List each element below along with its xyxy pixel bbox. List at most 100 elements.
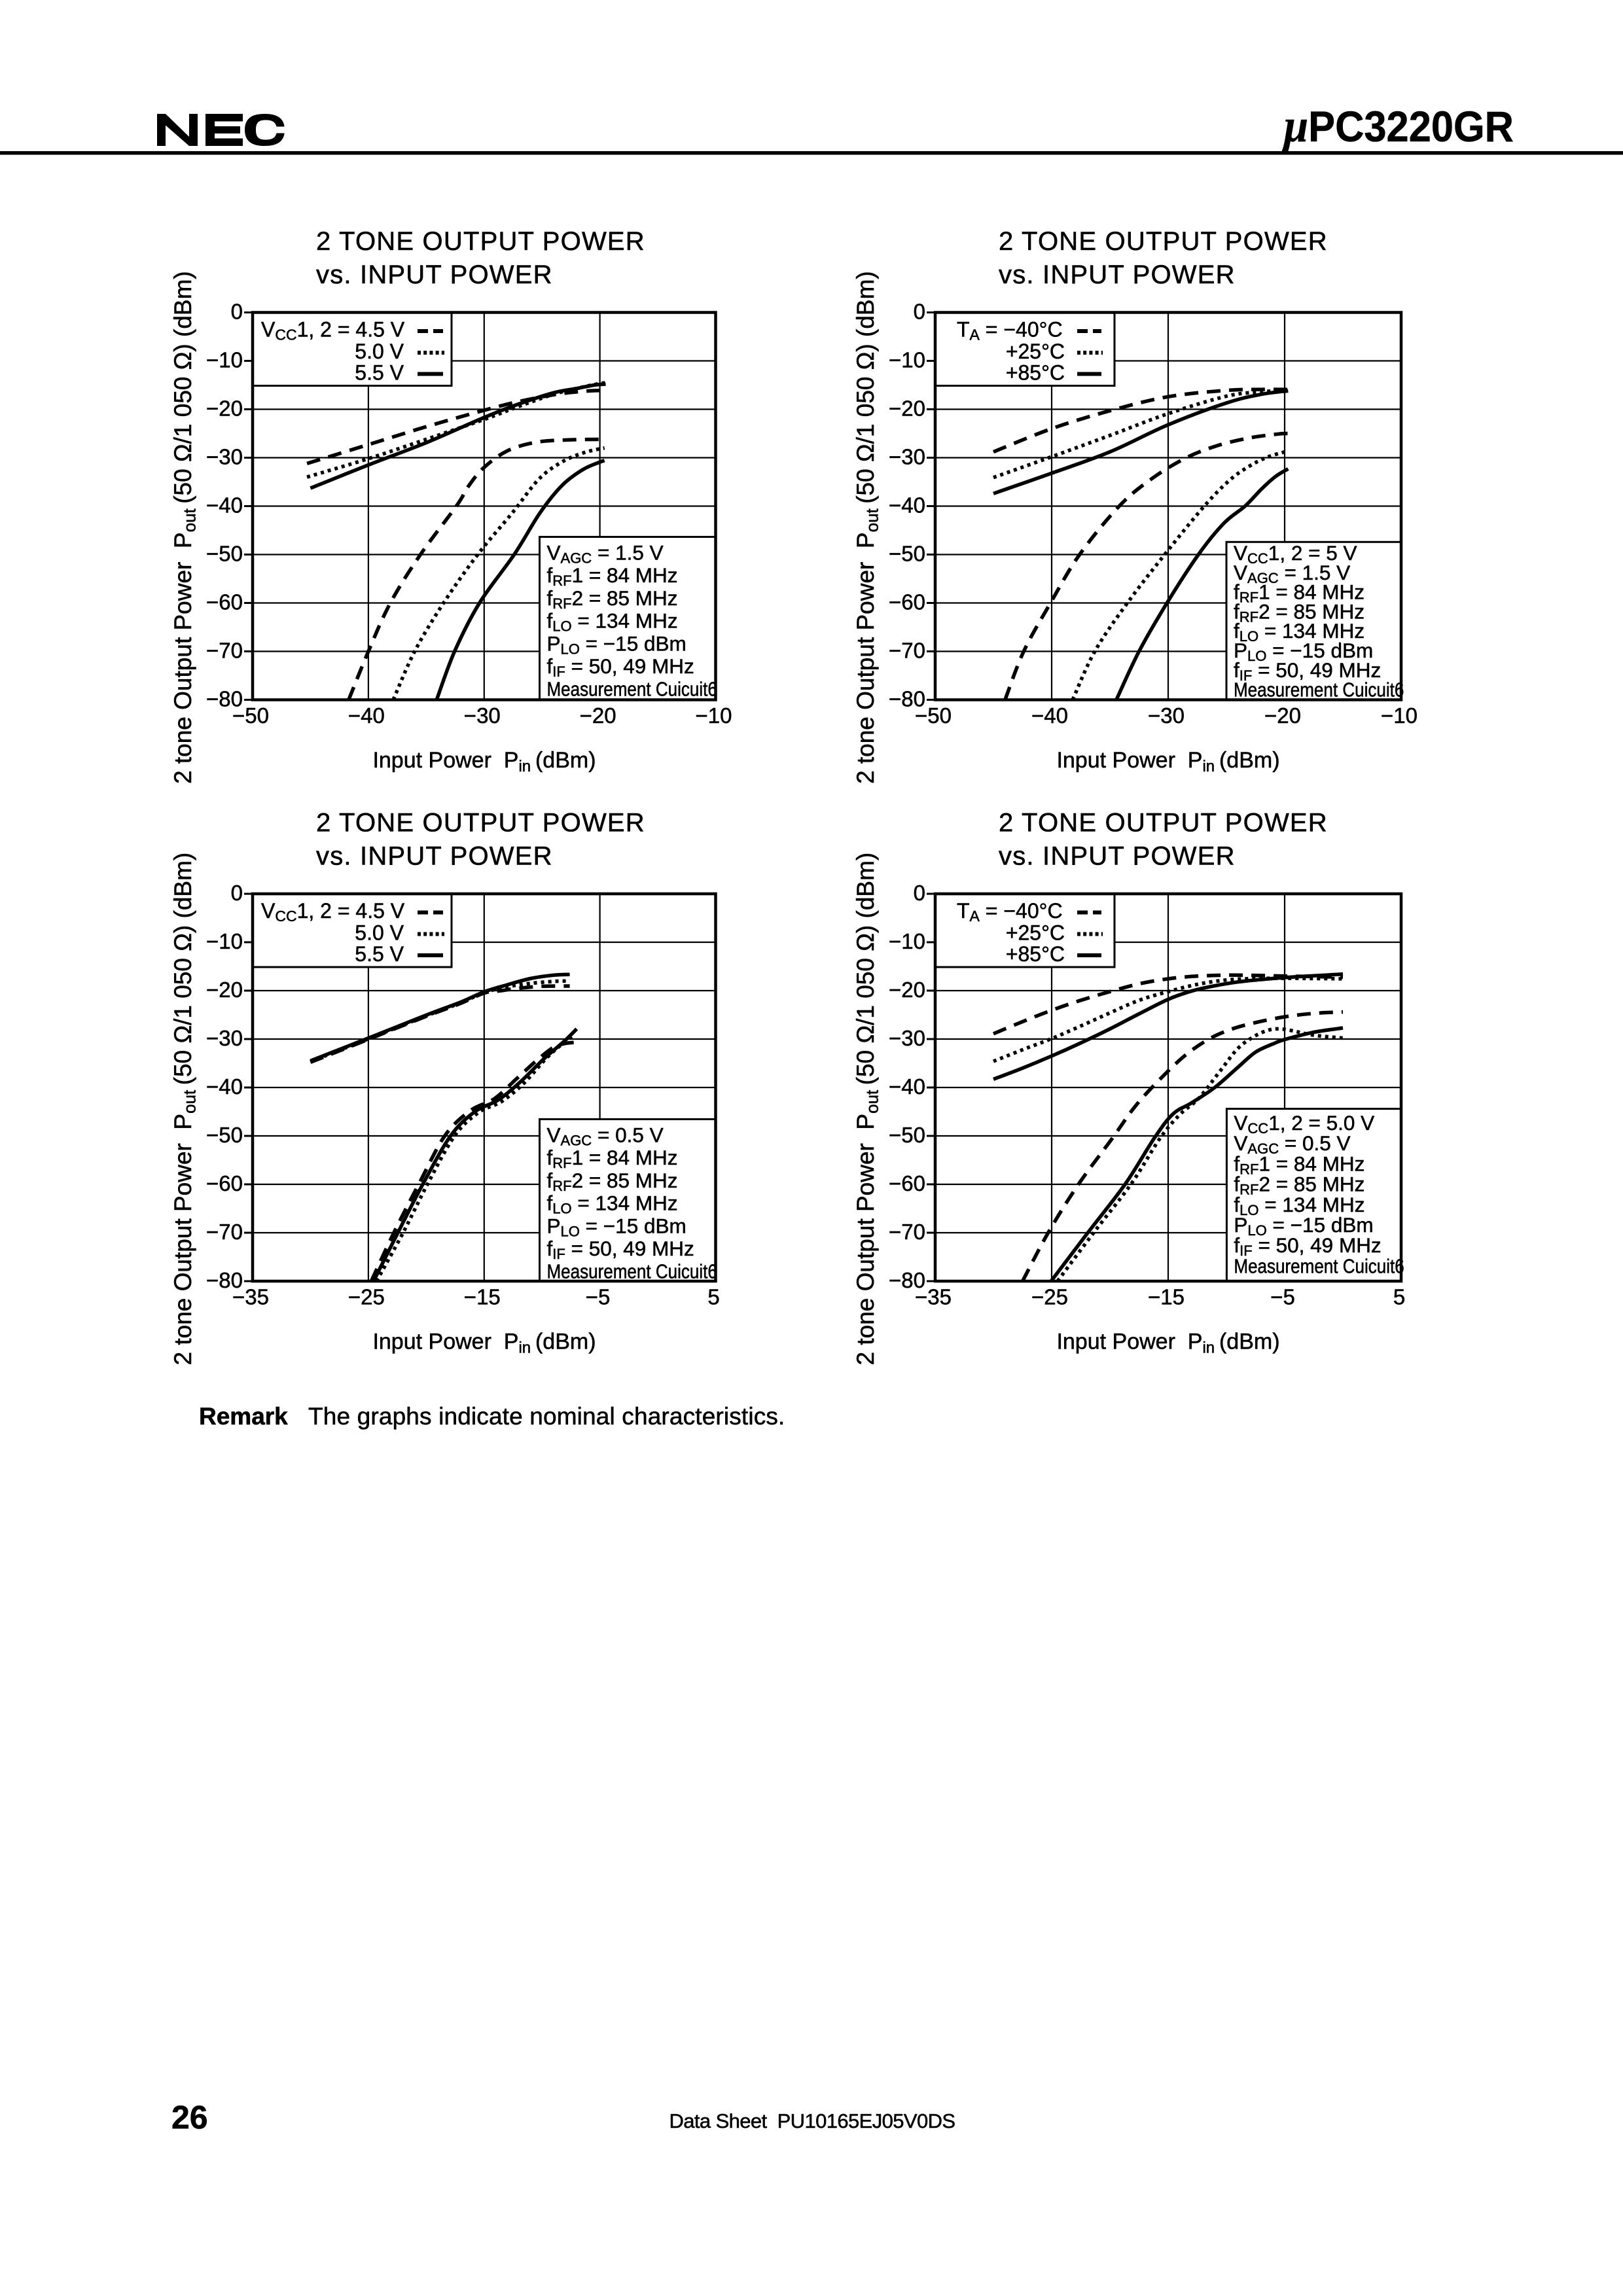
svg-text:−70: −70 <box>206 1220 243 1244</box>
svg-text:fIF = 50, 49 MHz: fIF = 50, 49 MHz <box>1234 1233 1381 1259</box>
svg-text:fRF1 = 84 MHz: fRF1 = 84 MHz <box>547 1146 678 1171</box>
svg-text:−70: −70 <box>206 639 243 663</box>
svg-text:−15: −15 <box>464 1285 501 1309</box>
svg-text:−20: −20 <box>889 978 925 1002</box>
svg-text:0: 0 <box>231 881 243 905</box>
svg-text:−60: −60 <box>206 1171 243 1195</box>
svg-text:−30: −30 <box>889 445 925 469</box>
svg-text:−5: −5 <box>586 1285 611 1309</box>
svg-text:Measurement Cuicuit6: Measurement Cuicuit6 <box>547 679 717 701</box>
svg-text:−80: −80 <box>206 1268 243 1292</box>
svg-text:−50: −50 <box>889 542 925 566</box>
svg-text:Input Power Pin (dBm): Input Power Pin (dBm) <box>372 1330 596 1357</box>
svg-text:vs. INPUT POWER: vs. INPUT POWER <box>316 842 553 871</box>
svg-text:−50: −50 <box>206 1123 243 1147</box>
svg-text:fRF1 = 84 MHz: fRF1 = 84 MHz <box>547 563 678 589</box>
svg-text:−15: −15 <box>1148 1285 1185 1309</box>
svg-text:−20: −20 <box>580 703 616 728</box>
svg-text:−40: −40 <box>1031 703 1068 728</box>
svg-text:+85°C: +85°C <box>1006 361 1065 385</box>
svg-text:−70: −70 <box>889 639 925 663</box>
svg-text:Input Power Pin (dBm): Input Power Pin (dBm) <box>1056 1330 1279 1357</box>
svg-text:+25°C: +25°C <box>1006 340 1065 363</box>
svg-text:−20: −20 <box>889 397 925 421</box>
svg-text:0: 0 <box>914 881 925 905</box>
svg-text:Data Sheet PU10165EJ05V0DS: Data Sheet PU10165EJ05V0DS <box>669 2110 955 2132</box>
svg-text:PLO = −15 dBm: PLO = −15 dBm <box>547 631 687 657</box>
svg-text:−20: −20 <box>1264 703 1301 728</box>
svg-text:−35: −35 <box>915 1285 952 1309</box>
svg-text:Measurement Cuicuit6: Measurement Cuicuit6 <box>1234 1255 1404 1278</box>
svg-text:μPC3220GR: μPC3220GR <box>1282 100 1514 152</box>
svg-text:−80: −80 <box>889 687 925 711</box>
svg-text:−25: −25 <box>1031 1285 1068 1309</box>
svg-text:−80: −80 <box>889 1268 925 1292</box>
svg-text:TA = −40°C: TA = −40°C <box>957 318 1063 344</box>
svg-text:vs. INPUT POWER: vs. INPUT POWER <box>316 260 553 289</box>
svg-text:5.5 V: 5.5 V <box>355 942 404 966</box>
svg-text:Remark: Remark <box>199 1403 288 1430</box>
svg-text:fRF1 = 84 MHz: fRF1 = 84 MHz <box>1234 580 1364 606</box>
svg-text:fIF = 50, 49 MHz: fIF = 50, 49 MHz <box>547 1237 694 1262</box>
svg-text:vs. INPUT POWER: vs. INPUT POWER <box>999 842 1236 871</box>
svg-text:vs. INPUT POWER: vs. INPUT POWER <box>999 260 1236 289</box>
svg-text:0: 0 <box>914 300 925 324</box>
svg-text:−10: −10 <box>889 929 925 953</box>
svg-text:Measurement Cuicuit6: Measurement Cuicuit6 <box>1234 679 1404 702</box>
svg-text:fLO = 134 MHz: fLO = 134 MHz <box>1234 1193 1364 1218</box>
svg-text:−60: −60 <box>889 1171 925 1195</box>
svg-text:fIF = 50, 49 MHz: fIF = 50, 49 MHz <box>547 654 694 680</box>
svg-text:+25°C: +25°C <box>1006 921 1065 945</box>
svg-text:5.5 V: 5.5 V <box>355 361 404 385</box>
svg-text:−20: −20 <box>206 397 243 421</box>
svg-text:−40: −40 <box>206 1074 243 1099</box>
svg-text:−40: −40 <box>889 493 925 518</box>
svg-text:−50: −50 <box>232 703 269 728</box>
svg-text:2 TONE OUTPUT POWER: 2 TONE OUTPUT POWER <box>999 227 1328 256</box>
svg-text:5.0 V: 5.0 V <box>355 921 404 945</box>
svg-text:PLO = −15 dBm: PLO = −15 dBm <box>547 1214 687 1239</box>
svg-text:Measurement Cuicuit6: Measurement Cuicuit6 <box>547 1261 717 1284</box>
svg-text:−80: −80 <box>206 687 243 711</box>
svg-text:−40: −40 <box>889 1074 925 1099</box>
svg-text:Input Power Pin (dBm): Input Power Pin (dBm) <box>1056 748 1279 775</box>
svg-text:−25: −25 <box>348 1285 385 1309</box>
svg-text:−10: −10 <box>696 703 732 728</box>
svg-text:−50: −50 <box>915 703 952 728</box>
svg-text:−10: −10 <box>206 348 243 372</box>
svg-text:−10: −10 <box>889 348 925 372</box>
svg-text:−40: −40 <box>206 493 243 518</box>
svg-text:fRF2 = 85 MHz: fRF2 = 85 MHz <box>1234 1173 1364 1198</box>
svg-text:−30: −30 <box>1148 703 1185 728</box>
svg-text:fLO = 134 MHz: fLO = 134 MHz <box>547 609 678 635</box>
svg-text:−60: −60 <box>889 590 925 614</box>
svg-text:2 TONE OUTPUT POWER: 2 TONE OUTPUT POWER <box>316 227 645 256</box>
svg-text:2 TONE OUTPUT POWER: 2 TONE OUTPUT POWER <box>999 809 1328 838</box>
svg-text:−35: −35 <box>232 1285 269 1309</box>
svg-text:−10: −10 <box>206 929 243 953</box>
svg-text:TA = −40°C: TA = −40°C <box>957 899 1063 925</box>
svg-text:fRF2 = 85 MHz: fRF2 = 85 MHz <box>1234 599 1364 625</box>
svg-text:−30: −30 <box>889 1026 925 1050</box>
svg-text:−40: −40 <box>348 703 385 728</box>
svg-text:−70: −70 <box>889 1220 925 1244</box>
svg-text:0: 0 <box>231 300 243 324</box>
svg-text:fIF = 50, 49 MHz: fIF = 50, 49 MHz <box>1234 658 1381 684</box>
svg-text:−20: −20 <box>206 978 243 1002</box>
svg-text:The graphs indicate nominal ch: The graphs indicate nominal characterist… <box>308 1403 785 1430</box>
svg-text:VCC1, 2 = 4.5 V: VCC1, 2 = 4.5 V <box>261 318 405 344</box>
svg-text:−50: −50 <box>889 1123 925 1147</box>
svg-text:−5: −5 <box>1270 1285 1295 1309</box>
svg-text:PLO = −15 dBm: PLO = −15 dBm <box>1234 639 1373 664</box>
svg-text:−30: −30 <box>206 1026 243 1050</box>
svg-text:fRF1 = 84 MHz: fRF1 = 84 MHz <box>1234 1152 1364 1177</box>
svg-text:−60: −60 <box>206 590 243 614</box>
svg-text:5.0 V: 5.0 V <box>355 340 404 363</box>
svg-text:Input Power Pin (dBm): Input Power Pin (dBm) <box>372 748 596 775</box>
svg-text:5: 5 <box>1393 1285 1405 1309</box>
svg-text:2 TONE OUTPUT POWER: 2 TONE OUTPUT POWER <box>316 809 645 838</box>
svg-text:fRF2 = 85 MHz: fRF2 = 85 MHz <box>547 586 678 612</box>
svg-text:−30: −30 <box>206 445 243 469</box>
svg-text:VCC1, 2 = 5 V: VCC1, 2 = 5 V <box>1234 541 1357 567</box>
svg-text:5: 5 <box>707 1285 719 1309</box>
